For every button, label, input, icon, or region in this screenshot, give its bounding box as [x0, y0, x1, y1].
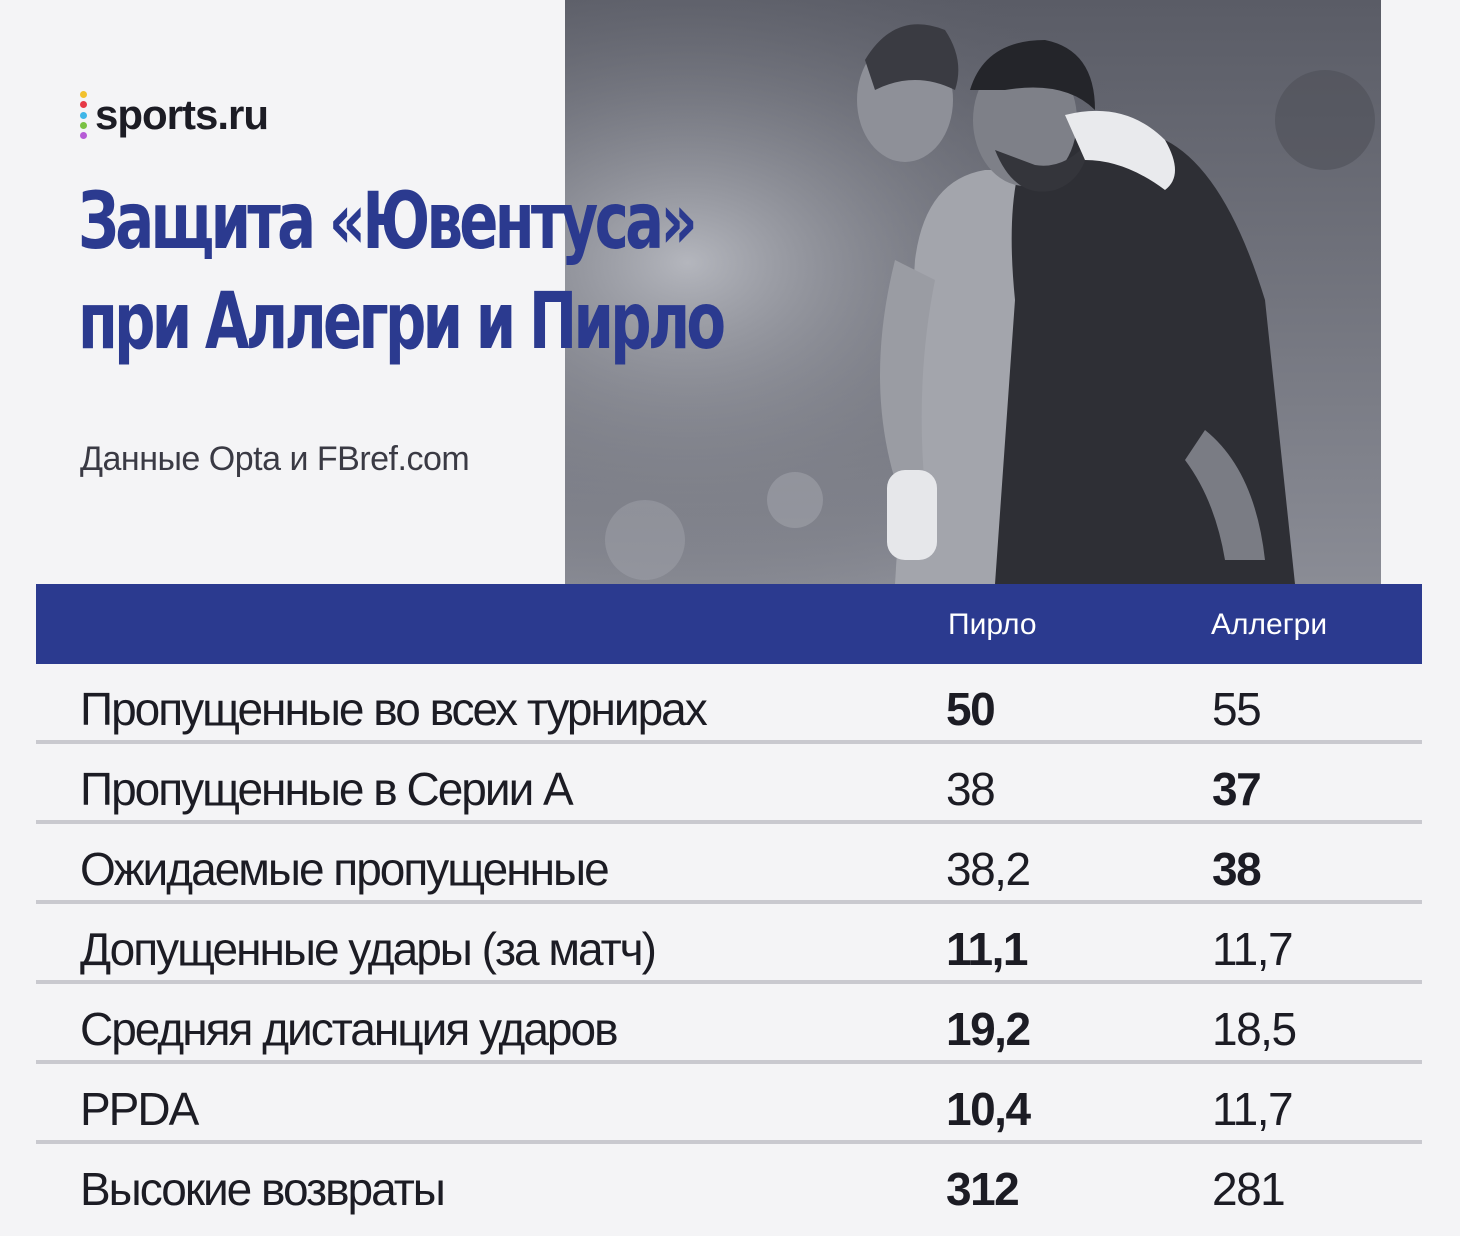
- logo-dot-green: [80, 121, 87, 129]
- table-row: Допущенные удары (за матч) 11,1 11,7: [36, 904, 1422, 984]
- row-label: Допущенные удары (за матч): [80, 923, 657, 975]
- logo-dot-red: [80, 101, 87, 109]
- logo-dot-yellow: [80, 91, 87, 98]
- value-allegri: 281: [1212, 1163, 1286, 1215]
- value-pirlo: 11,1: [946, 923, 1029, 975]
- title-line-2: при Аллегри и Пирло: [78, 277, 726, 367]
- logo-dot-blue: [80, 111, 87, 119]
- row-divider: [36, 900, 1422, 904]
- value-pirlo: 19,2: [946, 1003, 1031, 1055]
- value-pirlo: 38,2: [946, 843, 1031, 895]
- value-pirlo: 312: [946, 1163, 1020, 1215]
- table-row: PPDA 10,4 11,7: [36, 1064, 1422, 1144]
- row-label: Высокие возвраты: [80, 1163, 446, 1215]
- table-row: Средняя дистанция ударов 19,2 18,5: [36, 984, 1422, 1064]
- value-allegri: 18,5: [1212, 1003, 1297, 1055]
- value-allegri: 11,7: [1212, 923, 1294, 975]
- row-label: Пропущенные в Серии А: [80, 763, 574, 815]
- row-label: Средняя дистанция ударов: [80, 1003, 619, 1055]
- logo-dot-purple: [80, 132, 87, 139]
- row-divider: [36, 1060, 1422, 1064]
- row-divider: [36, 1140, 1422, 1144]
- logo-dots-icon: [80, 91, 87, 139]
- value-pirlo: 10,4: [946, 1083, 1031, 1135]
- header-photo: [565, 0, 1381, 584]
- table-row: Пропущенные в Серии А 38 37: [36, 744, 1422, 824]
- sports-ru-logo: sports.ru: [80, 88, 269, 142]
- value-allegri: 38: [1212, 843, 1262, 895]
- table-row: Пропущенные во всех турнирах 50 55: [36, 664, 1422, 744]
- column-header-pirlo: Пирло: [948, 608, 1037, 641]
- value-allegri: 11,7: [1212, 1083, 1294, 1135]
- row-label: PPDA: [80, 1083, 199, 1135]
- title-line-1: Защита «Ювентуса»: [78, 177, 698, 267]
- column-header-allegri: Аллегри: [1211, 608, 1328, 641]
- data-source-note: Данные Opta и FBref.com: [80, 440, 470, 478]
- table-row: Ожидаемые пропущенные 38,2 38: [36, 824, 1422, 904]
- row-label: Ожидаемые пропущенные: [80, 843, 610, 895]
- value-pirlo: 38: [946, 763, 996, 815]
- logo-text: sports.ru: [95, 91, 269, 138]
- stats-table-body: Пропущенные во всех турнирах 50 55 Пропущен…: [36, 664, 1422, 1224]
- row-divider: [36, 980, 1422, 984]
- players-photo-illustration: [565, 0, 1381, 584]
- table-row: Высокие возвраты 312 281: [36, 1144, 1422, 1224]
- table-header: Пирло Аллегри: [36, 584, 1422, 664]
- value-allegri: 37: [1212, 763, 1262, 815]
- page-title: Защита «Ювентуса» при Аллегри и Пирло: [78, 172, 726, 372]
- value-pirlo: 50: [946, 683, 996, 735]
- row-divider: [36, 740, 1422, 744]
- value-allegri: 55: [1212, 683, 1262, 735]
- row-label: Пропущенные во всех турнирах: [80, 683, 708, 735]
- row-divider: [36, 820, 1422, 824]
